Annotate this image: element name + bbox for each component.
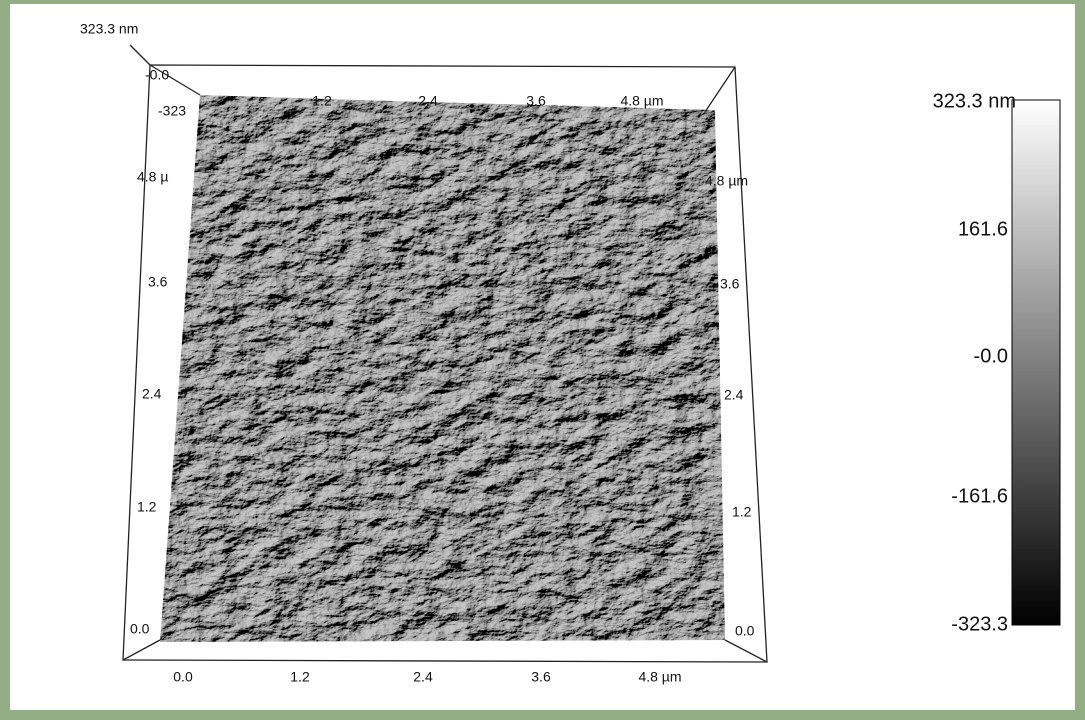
x-tick: 3.6 xyxy=(531,669,551,685)
x-tick: 1.2 xyxy=(290,669,310,685)
back-x-tick: 2.4 xyxy=(418,93,438,109)
left-y-tick: 4.8 µ xyxy=(137,169,168,185)
x-tick: 4.8 µm xyxy=(638,669,681,685)
z-tick: -0.0 xyxy=(145,67,169,83)
back-x-tick: 4.8 µm xyxy=(620,93,663,109)
page: 323.3 nm -0.0 -323 1.2 2.4 3.6 4.8 µm 0.0 1.2… xyxy=(0,0,1085,720)
colorbar-tick: 323.3 nm xyxy=(933,90,1016,112)
colorbar xyxy=(1012,100,1060,625)
x-tick: 2.4 xyxy=(413,669,433,685)
right-y-tick: 3.6 xyxy=(720,276,740,292)
left-y-tick: 2.4 xyxy=(142,386,162,402)
colorbar-tick: 161.6 xyxy=(958,218,1008,240)
right-y-tick: 0.0 xyxy=(735,623,755,639)
z-tick: -323 xyxy=(158,103,186,119)
left-y-tick: 3.6 xyxy=(148,274,168,290)
x-tick: 0.0 xyxy=(173,669,193,685)
right-y-tick: 4.8 µm xyxy=(705,173,748,189)
surface xyxy=(160,95,725,642)
left-y-tick: 0.0 xyxy=(130,621,150,637)
left-y-tick: 1.2 xyxy=(137,499,157,515)
colorbar-tick: -161.6 xyxy=(951,485,1008,507)
colorbar-tick: -323.3 xyxy=(951,613,1008,635)
afm-figure: 323.3 nm -0.0 -323 1.2 2.4 3.6 4.8 µm 0.0 1.2… xyxy=(0,0,1085,720)
back-x-tick: 1.2 xyxy=(312,93,332,109)
back-x-tick: 3.6 xyxy=(526,93,546,109)
colorbar-tick: -0.0 xyxy=(974,345,1008,367)
right-y-tick: 1.2 xyxy=(732,504,752,520)
right-y-tick: 2.4 xyxy=(724,387,744,403)
z-label: 323.3 nm xyxy=(80,21,138,37)
